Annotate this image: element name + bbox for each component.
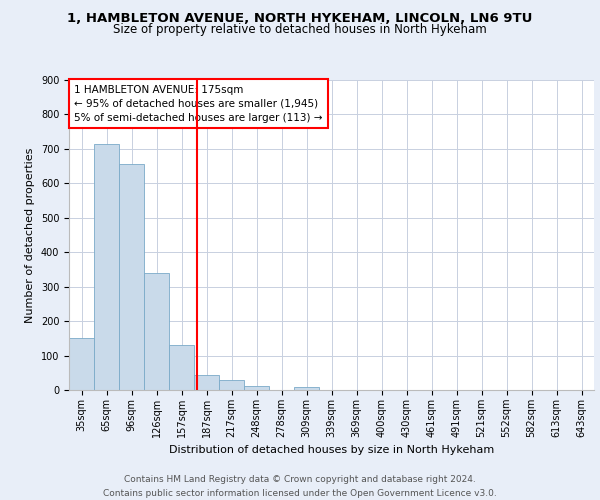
Bar	[169, 345, 194, 390]
Bar	[294, 386, 319, 390]
Text: 1 HAMBLETON AVENUE: 175sqm
← 95% of detached houses are smaller (1,945)
5% of se: 1 HAMBLETON AVENUE: 175sqm ← 95% of deta…	[74, 84, 323, 122]
Bar	[69, 338, 94, 390]
Text: 1, HAMBLETON AVENUE, NORTH HYKEHAM, LINCOLN, LN6 9TU: 1, HAMBLETON AVENUE, NORTH HYKEHAM, LINC…	[67, 12, 533, 26]
Bar	[94, 144, 119, 390]
Bar	[144, 273, 169, 390]
Y-axis label: Number of detached properties: Number of detached properties	[25, 148, 35, 322]
Bar	[119, 164, 144, 390]
Text: Contains HM Land Registry data © Crown copyright and database right 2024.
Contai: Contains HM Land Registry data © Crown c…	[103, 476, 497, 498]
X-axis label: Distribution of detached houses by size in North Hykeham: Distribution of detached houses by size …	[169, 446, 494, 456]
Bar	[219, 380, 244, 390]
Text: Size of property relative to detached houses in North Hykeham: Size of property relative to detached ho…	[113, 22, 487, 36]
Bar	[194, 375, 219, 390]
Bar	[244, 386, 269, 390]
